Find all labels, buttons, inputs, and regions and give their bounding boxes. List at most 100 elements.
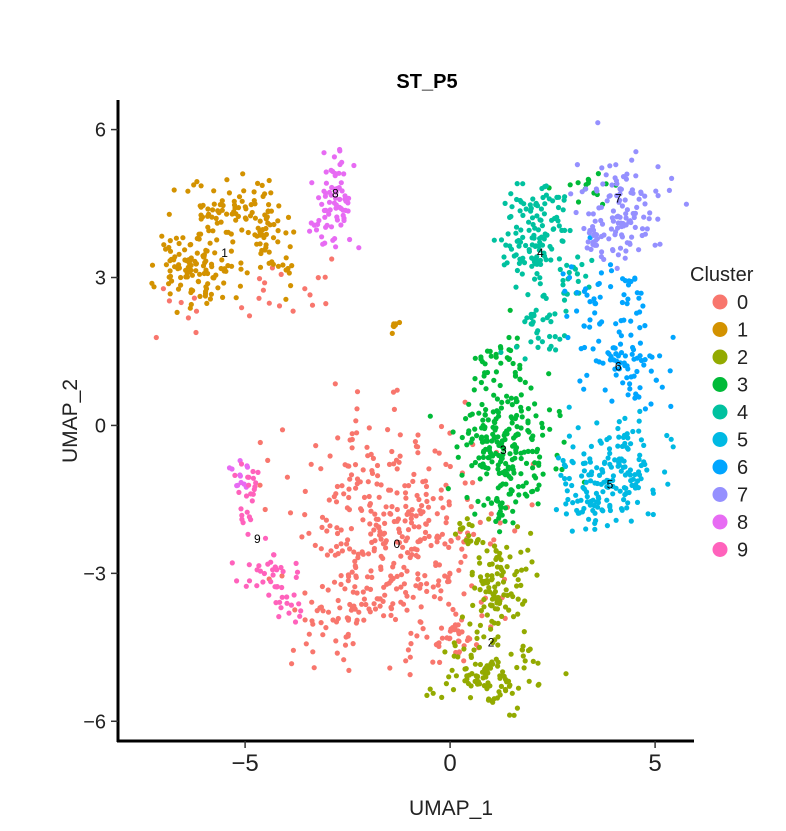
point [320, 632, 326, 638]
point [529, 559, 535, 565]
point [637, 408, 643, 414]
point [323, 180, 329, 186]
point [427, 413, 433, 419]
point [347, 601, 353, 608]
point [636, 469, 642, 475]
point [615, 425, 621, 432]
point [468, 652, 474, 658]
point [264, 214, 270, 220]
point [464, 516, 470, 522]
point [508, 651, 514, 657]
point [454, 444, 460, 450]
point [329, 256, 335, 262]
point [432, 448, 438, 454]
point [346, 486, 352, 492]
point [388, 511, 394, 517]
point [495, 409, 501, 415]
point [386, 461, 393, 467]
point [493, 518, 499, 525]
point [426, 517, 432, 524]
point [262, 191, 268, 197]
point [530, 221, 536, 228]
point [196, 231, 202, 237]
point [565, 496, 571, 503]
point [535, 501, 541, 507]
point [623, 215, 629, 221]
legend-item-3: 3 [712, 375, 748, 397]
point [535, 660, 541, 666]
point [284, 594, 290, 600]
point [461, 658, 467, 664]
point [599, 319, 605, 325]
point [367, 502, 373, 508]
point [641, 214, 647, 220]
point [415, 450, 421, 456]
point [540, 317, 546, 323]
point [605, 350, 611, 356]
point [309, 180, 315, 186]
point [178, 299, 184, 306]
point [577, 378, 583, 384]
point [159, 233, 165, 239]
point [500, 569, 506, 575]
point [403, 658, 409, 664]
point [599, 221, 606, 227]
point [632, 210, 639, 216]
point [203, 258, 209, 264]
point [621, 485, 628, 491]
point [166, 244, 172, 251]
point [356, 245, 362, 251]
point [642, 193, 648, 199]
point [479, 425, 485, 431]
point [575, 425, 581, 431]
point [574, 289, 580, 296]
point [229, 560, 235, 566]
point [613, 517, 619, 523]
point [604, 497, 610, 503]
point [509, 690, 515, 696]
point [556, 408, 562, 415]
point [625, 392, 631, 398]
point [621, 317, 627, 323]
point [279, 573, 285, 579]
point [536, 243, 542, 249]
point [486, 455, 492, 461]
point [630, 428, 636, 435]
point [519, 567, 525, 573]
point [365, 551, 372, 557]
point [185, 315, 191, 321]
x-tick-label: 5 [648, 750, 661, 777]
point [624, 445, 630, 451]
point [608, 226, 615, 232]
point [428, 542, 434, 549]
point [254, 583, 260, 589]
point [587, 299, 593, 305]
point [436, 578, 442, 584]
point [490, 409, 496, 415]
point [409, 552, 415, 558]
point [456, 567, 462, 573]
point [642, 406, 649, 412]
point [486, 516, 492, 522]
point [518, 450, 524, 456]
point [497, 529, 503, 535]
cluster-label-3: 3 [500, 443, 507, 457]
point [623, 211, 629, 217]
point [638, 437, 645, 443]
point [468, 504, 474, 510]
point [302, 286, 308, 292]
point [176, 265, 182, 271]
point [333, 195, 339, 201]
point [278, 564, 284, 571]
point [566, 274, 573, 281]
point [268, 190, 274, 196]
point [615, 443, 621, 449]
point [346, 507, 352, 513]
point [553, 466, 559, 472]
point [512, 372, 519, 379]
point [475, 498, 481, 504]
point [590, 211, 596, 217]
legend-label: 7 [737, 485, 748, 507]
point [275, 263, 281, 269]
point [426, 466, 432, 472]
